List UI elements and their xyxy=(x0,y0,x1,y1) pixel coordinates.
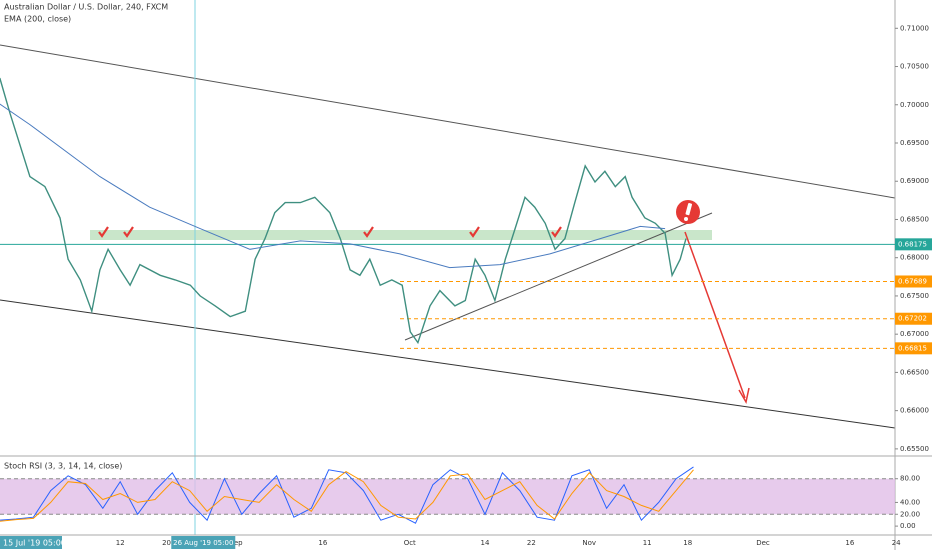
check-mark xyxy=(469,226,480,238)
price-level-box xyxy=(895,312,932,325)
price-level-label: 0.67202 xyxy=(898,315,927,323)
arrow-head xyxy=(738,387,750,405)
y-tick-label: 0.00 xyxy=(900,522,916,530)
y-tick-label: 0.65500 xyxy=(900,445,929,453)
y-tick-label: 0.67500 xyxy=(900,292,929,300)
check-mark xyxy=(123,226,134,238)
x-tick-label: Sep xyxy=(229,539,243,547)
series-line xyxy=(0,466,694,524)
x-tick-label: 16 xyxy=(318,539,327,547)
y-tick-label: 0.70000 xyxy=(900,101,929,109)
series-line xyxy=(0,103,666,269)
y-tick-label: 0.69000 xyxy=(900,177,929,185)
start-label-box xyxy=(0,536,62,549)
x-tick-label: 20 xyxy=(162,539,171,547)
x-tick-label: 14 xyxy=(481,539,490,547)
alert-dot xyxy=(684,217,688,221)
x-tick-label: 22 xyxy=(527,539,536,547)
y-tick-label: 0.70500 xyxy=(900,63,929,71)
x-tick-label: 24 xyxy=(892,539,901,547)
check-mark xyxy=(551,226,562,238)
crosshair-label: 26 Aug '19 05:00 xyxy=(173,539,233,547)
x-tick-label: Dec xyxy=(756,539,770,547)
series-line xyxy=(0,77,687,345)
y-tick-label: 80.00 xyxy=(900,475,920,483)
channel-top xyxy=(0,44,896,199)
price-level-box xyxy=(895,342,932,355)
x-tick-label: Nov xyxy=(582,539,596,547)
y-tick-label: 0.66500 xyxy=(900,368,929,376)
x-tick-label: 12 xyxy=(116,539,125,547)
channel-bottom xyxy=(0,299,896,429)
arrow xyxy=(684,231,746,399)
check-mark xyxy=(363,226,374,238)
y-tick-label: 0.68500 xyxy=(900,215,929,223)
chart-title: Australian Dollar / U.S. Dollar, 240, FX… xyxy=(4,3,168,12)
support-zone xyxy=(90,230,712,240)
price-level-label: 0.66815 xyxy=(898,344,927,352)
price-level-box xyxy=(895,275,932,288)
y-tick-label: 20.00 xyxy=(900,510,920,518)
price-level-label: 0.67689 xyxy=(898,277,927,285)
y-tick-label: 40.00 xyxy=(900,498,920,506)
indicator-label: EMA (200, close) xyxy=(4,15,71,24)
x-tick-label: 16 xyxy=(845,539,854,547)
price-level-box xyxy=(895,238,932,251)
annotations xyxy=(98,226,562,238)
y-tick-label: 0.68000 xyxy=(900,254,929,262)
crosshair-box xyxy=(171,536,236,549)
x-tick-label: 18 xyxy=(683,539,692,547)
stoch-title: Stoch RSI (3, 3, 14, 14, close) xyxy=(4,462,122,471)
alert-mark xyxy=(685,203,693,216)
price-level-label: 0.68175 xyxy=(898,240,927,248)
stoch-band xyxy=(0,478,895,515)
series-line xyxy=(0,469,694,522)
start-label: 15 Jul '19 05:00 xyxy=(3,539,66,548)
y-tick-label: 0.71000 xyxy=(900,24,929,32)
y-tick-label: 0.66000 xyxy=(900,407,929,415)
x-tick-label: 11 xyxy=(643,539,652,547)
y-tick-label: 0.67000 xyxy=(900,330,929,338)
x-tick-label: Oct xyxy=(404,539,416,547)
y-tick-label: 0.69500 xyxy=(900,139,929,147)
check-mark xyxy=(98,226,109,238)
